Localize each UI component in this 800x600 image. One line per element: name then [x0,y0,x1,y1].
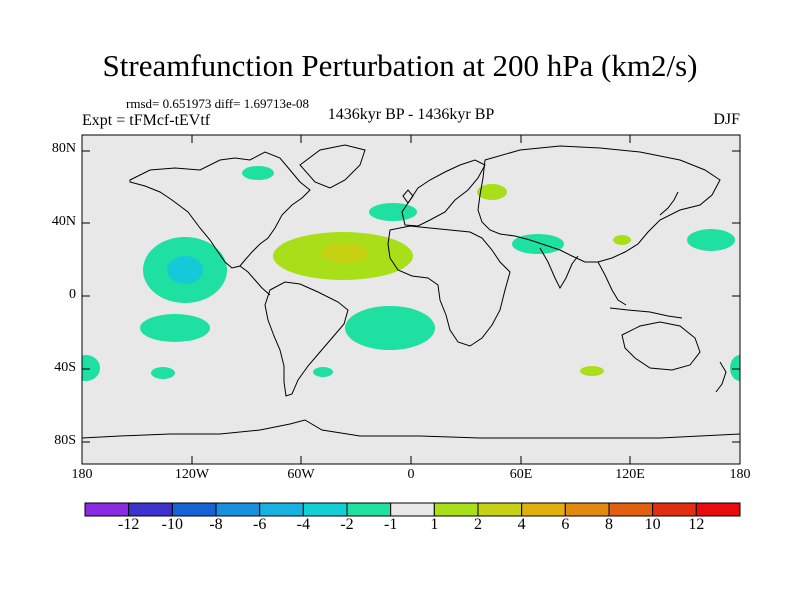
colorbar-label-5: -2 [340,516,354,533]
lon-label-180w: 180 [71,467,93,482]
south-pacific-negative [140,314,210,342]
colorbar-label-3: -6 [252,516,267,533]
central-america-coast [239,265,271,296]
colorbar-swatch-8 [433,502,479,517]
dateline-south-negative-right [730,355,740,381]
colorbar-label-4: -4 [296,516,310,533]
asia-coast [477,145,721,263]
colorbar-label-9: 4 [517,516,526,533]
colorbar-swatch-3 [215,502,261,517]
colorbar-swatch-0 [84,502,130,517]
south-atlantic-negative [345,306,435,350]
lat-label-40s: 40S [54,360,76,375]
colorbar-swatch-14 [695,502,741,517]
season-label: DJF [713,111,740,128]
rmsd-stats: rmsd= 0.651973 diff= 1.69713e-08 [126,96,310,111]
lat-label-80n: 80N [51,141,76,156]
colorbar-label-6: -1 [383,516,398,533]
uk-coast [402,189,414,204]
plot-title: Streamfunction Perturbation at 200 hPa (… [102,48,698,83]
colorbar-swatch-9 [477,502,523,517]
south-pacific-small-negative [151,367,175,379]
colorbar-swatch-7 [390,502,435,517]
europe-positive [477,184,507,200]
south-indian-positive [580,366,604,376]
lat-label-80s: 80S [54,433,76,448]
antarctica-coast [82,419,740,439]
colorbar-label-13: 12 [688,516,705,533]
new-zealand-coast [715,361,727,393]
west-pacific-negative [687,229,735,251]
colorbar-label-11: 8 [605,516,613,533]
period-label: 1436kyr BP - 1436kyr BP [327,106,495,123]
colorbar-label-7: 1 [430,516,439,533]
southeast-asia-coast [597,261,627,306]
greenland-coast [299,144,366,189]
colorbar-swatch-10 [521,502,566,517]
colorbar-swatch-13 [652,502,697,517]
lon-label-120w: 120W [174,467,210,482]
colorbar-swatch-1 [128,502,173,517]
indonesia-coast [609,307,683,319]
north-pacific-core [167,256,203,284]
axis-ticks [82,135,740,464]
europe-coast [401,159,486,227]
colorbar-swatch-6 [346,502,392,517]
north-america-coast [129,151,311,269]
east-asia-positive [613,235,631,245]
dateline-south-negative-left [82,355,100,381]
colorbar-label-12: 10 [644,516,661,533]
hudson-bay-negative [242,166,274,180]
colorbar-swatch-4 [259,502,304,517]
lat-label-40n: 40N [51,214,76,229]
india-coast [539,247,579,290]
colorbar [84,502,741,517]
australia-coast [621,321,701,371]
north-atlantic-negative [369,203,417,221]
colorbar-label-10: 6 [561,516,570,533]
lat-label-0: 0 [69,287,76,302]
colorbar-label-1: -10 [161,516,183,533]
lon-label-120e: 120E [615,467,645,482]
colorbar-swatch-11 [564,502,610,517]
colorbar-swatch-12 [608,502,654,517]
colorbar-swatch-2 [171,502,217,517]
africa-coast [387,225,511,347]
anomaly-contours [82,166,740,381]
japan-coast [659,191,679,216]
lon-label-180e: 180 [729,467,751,482]
colorbar-swatch-5 [302,502,348,517]
south-atlantic-small-negative [313,367,333,377]
coastlines [82,144,740,439]
colorbar-label-8: 2 [474,516,482,533]
lon-label-60w: 60W [287,467,315,482]
lon-label-60e: 60E [509,467,533,482]
lon-label-0: 0 [407,467,415,482]
colorbar-label-0: -12 [117,516,140,533]
south-america-coast [264,281,349,397]
atlantic-positive-core [321,243,369,263]
colorbar-label-2: -8 [209,516,223,533]
experiment-label: Expt = tFMcf-tEVtf [82,112,211,129]
